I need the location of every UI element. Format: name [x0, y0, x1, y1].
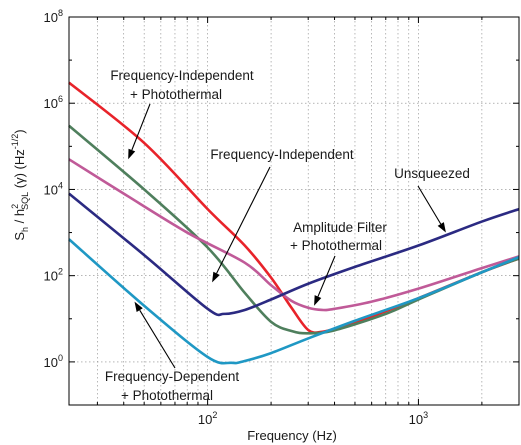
y-tick-label: 106	[44, 94, 63, 111]
y-tick-label: 100	[44, 353, 63, 370]
y-axis-label: Sh / h2SQL (γ) (Hz-1/2)	[10, 129, 30, 240]
annotation-arrow	[139, 309, 176, 369]
annotations: Frequency-Independent + Photothermal Fre…	[105, 68, 470, 403]
y-tick-label: 104	[44, 180, 63, 197]
annotation-text: Frequency-Independent	[110, 68, 254, 83]
curves	[68, 81, 520, 365]
arrow-head-icon	[134, 301, 143, 313]
annotation-text: + Photothermal	[130, 87, 222, 102]
annotation-arrow	[417, 185, 442, 225]
arrow-head-icon	[314, 295, 322, 306]
annotation-text: Frequency-Dependent	[105, 369, 240, 384]
annotation-text: Unsqueezed	[394, 166, 470, 181]
annotation-arrow	[216, 166, 271, 274]
annotation-arrow	[131, 103, 151, 151]
series-line	[68, 158, 520, 312]
annotation-arrow	[317, 255, 336, 297]
x-axis-label: Frequency (Hz)	[247, 428, 337, 443]
annotation-text: Frequency-Independent	[210, 147, 354, 162]
arrow-head-icon	[437, 222, 446, 233]
arrow-head-icon	[128, 148, 136, 160]
annotation-text: + Photothermal	[121, 388, 213, 403]
plot-frame	[68, 16, 520, 406]
x-tick-label: 103	[409, 410, 428, 427]
series-line	[68, 81, 520, 334]
series-line	[68, 192, 520, 317]
series-line	[68, 238, 520, 365]
arrow-head-icon	[212, 271, 220, 283]
annotation-text: Amplitude Filter	[293, 220, 387, 235]
annotation-text: + Photothermal	[290, 238, 382, 253]
y-tick-label: 108	[44, 8, 63, 25]
x-tick-label: 102	[198, 410, 217, 427]
ticks	[69, 16, 520, 406]
y-tick-label: 102	[44, 267, 63, 284]
